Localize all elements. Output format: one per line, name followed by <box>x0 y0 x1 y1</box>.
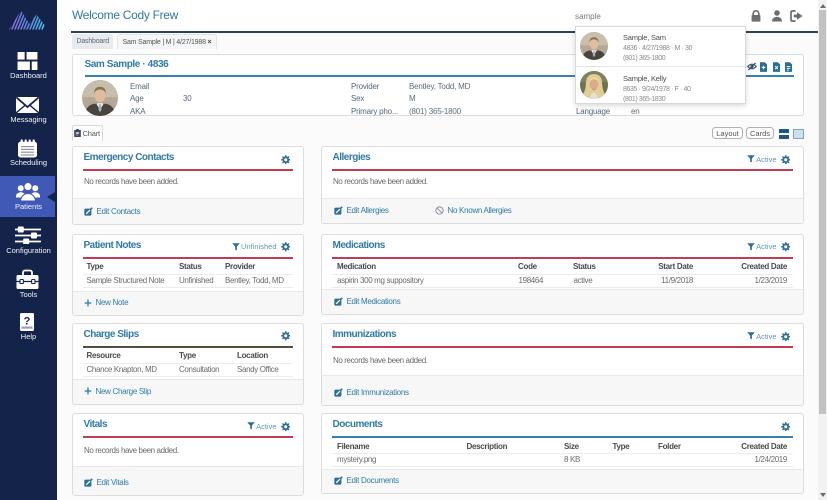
svg-text:?: ? <box>24 316 31 328</box>
